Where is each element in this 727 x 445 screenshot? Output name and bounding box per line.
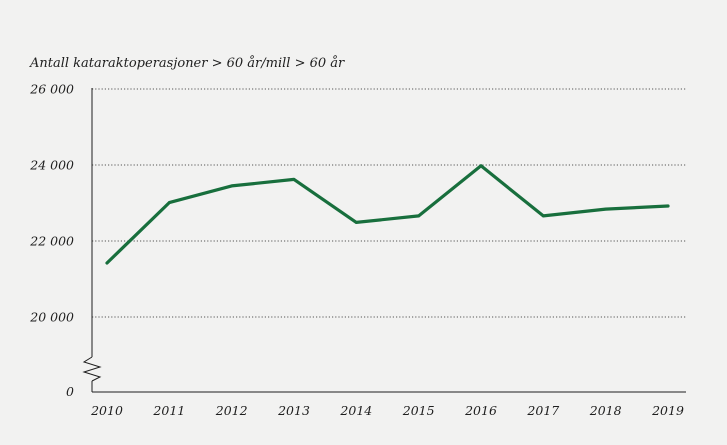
y-tick-labels: 26 000 24 000 22 000 20 000 bbox=[29, 82, 74, 325]
x-tick-labels: 2010 2011 2012 2013 2014 2015 2016 2017 2018 2019 bbox=[90, 403, 684, 418]
series-line-group bbox=[105, 164, 670, 265]
x-tick-label: 2015 bbox=[402, 403, 435, 418]
data-point bbox=[292, 178, 296, 181]
data-point bbox=[604, 207, 608, 211]
y-tick-label: 20 000 bbox=[29, 310, 74, 325]
data-point bbox=[666, 204, 670, 208]
x-tick-label: 2013 bbox=[277, 403, 310, 418]
data-point bbox=[417, 214, 421, 218]
x-tick-label: 2010 bbox=[90, 403, 123, 418]
y-tick-label-zero: 0 bbox=[66, 384, 74, 399]
x-tick-label: 2018 bbox=[589, 403, 622, 418]
y-axis-title: Antall kataraktoperasjoner > 60 år/mill … bbox=[29, 55, 345, 71]
x-tick-label: 2011 bbox=[152, 403, 185, 418]
data-point bbox=[479, 164, 483, 168]
x-tick-label: 2019 bbox=[651, 403, 684, 418]
x-tick-label: 2012 bbox=[215, 403, 248, 418]
data-point bbox=[105, 261, 109, 265]
y-tick-label: 24 000 bbox=[29, 158, 74, 173]
axis-break-symbol bbox=[82, 356, 102, 382]
data-point bbox=[230, 184, 234, 188]
data-point bbox=[354, 221, 358, 224]
x-tick-label: 2017 bbox=[526, 403, 559, 418]
x-tick-label: 2016 bbox=[464, 403, 497, 418]
y-tick-label: 26 000 bbox=[29, 82, 74, 97]
y-tick-label: 22 000 bbox=[29, 234, 74, 249]
data-point bbox=[167, 201, 171, 205]
data-point bbox=[541, 214, 545, 218]
x-tick-label: 2014 bbox=[339, 403, 372, 418]
series-line bbox=[105, 164, 670, 265]
